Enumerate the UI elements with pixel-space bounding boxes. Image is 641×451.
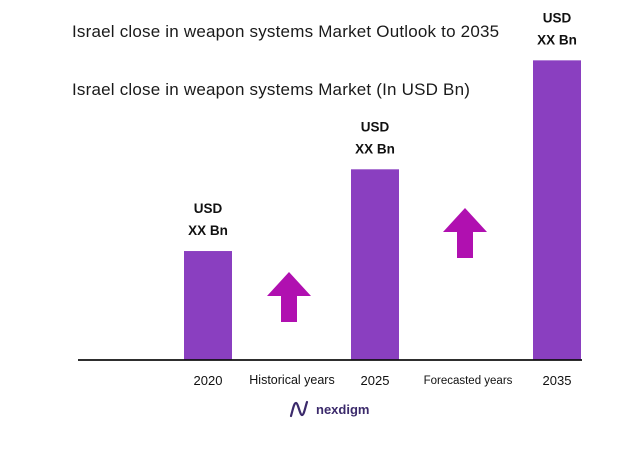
historical-growth-arrow-icon (267, 272, 311, 322)
bar-2020 (184, 251, 232, 360)
period-label-1: Forecasted years (424, 375, 513, 387)
x-tick-2035: 2035 (543, 373, 572, 388)
period-label-0: Historical years (249, 373, 334, 387)
data-label-2020-1: XX Bn (188, 223, 228, 238)
chart-title: Israel close in weapon systems Market Ou… (72, 22, 500, 41)
x-tick-2025: 2025 (361, 373, 390, 388)
data-label-2025-0: USD (361, 119, 390, 134)
bar-2035 (533, 60, 581, 361)
data-label-2025-1: XX Bn (355, 141, 395, 156)
data-label-2035-1: XX Bn (537, 32, 577, 47)
data-label-2035-0: USD (543, 10, 572, 25)
forecast-growth-arrow-icon (443, 208, 487, 258)
nexdigm-logo: nexdigm (288, 398, 369, 420)
logo-text: nexdigm (316, 401, 370, 417)
data-label-2020-0: USD (194, 201, 223, 216)
bar-2025 (351, 169, 399, 360)
chart-subtitle: Israel close in weapon systems Market (I… (72, 80, 471, 99)
x-tick-2020: 2020 (194, 373, 223, 388)
nexdigm-logo-icon (289, 400, 309, 418)
